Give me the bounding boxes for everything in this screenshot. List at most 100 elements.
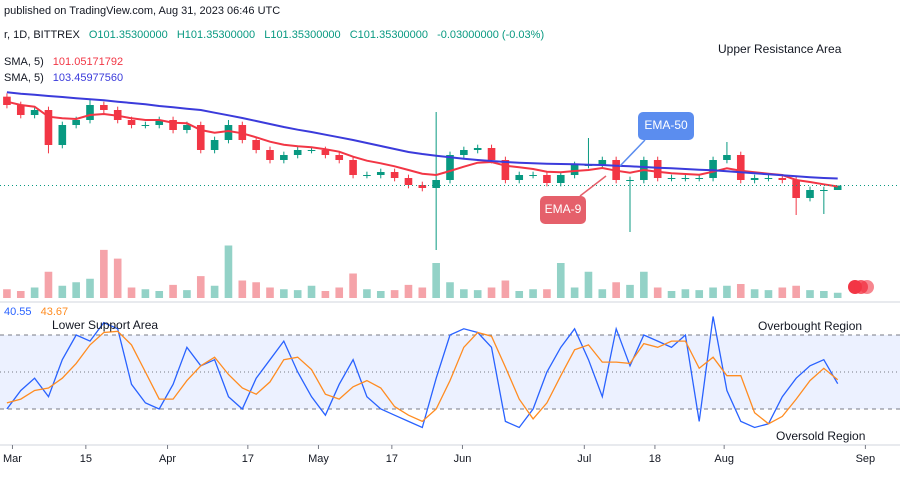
- candle-body: [792, 180, 800, 198]
- candle-body: [155, 120, 164, 125]
- candle-body: [266, 150, 274, 160]
- legend-value: 101.05171792: [52, 56, 124, 68]
- candle-body: [293, 150, 302, 155]
- volume-bar: [653, 287, 662, 298]
- candle-body: [210, 140, 219, 150]
- volume-bar: [529, 289, 537, 298]
- volume-bar: [570, 287, 579, 298]
- legend-value: 40.55: [4, 306, 32, 318]
- x-tick-label: Mar: [3, 453, 22, 465]
- candle-body: [460, 150, 468, 155]
- volume-bar: [626, 284, 634, 298]
- candle-body: [723, 155, 731, 160]
- volume-bar: [307, 285, 316, 298]
- volume-bar: [390, 290, 399, 298]
- x-tick-label: 17: [242, 453, 254, 465]
- volume-bar: [778, 287, 787, 298]
- volume-bar: [210, 285, 219, 298]
- candle-body: [252, 140, 260, 150]
- volume-bar: [224, 245, 233, 298]
- volume-bar: [446, 282, 454, 298]
- volume-bar: [349, 273, 357, 298]
- indicator-icon: [848, 280, 874, 294]
- ohlc-legend: r, 1D, BITTREX O101.35300000 H101.353000…: [4, 29, 550, 41]
- annotation-pointer: [579, 175, 607, 197]
- volume-bar: [72, 282, 80, 298]
- candle-body: [127, 120, 136, 125]
- candle-body: [487, 148, 496, 160]
- volume-bar: [640, 271, 648, 298]
- oscillator-line: [6, 330, 839, 425]
- volume-bar: [750, 289, 759, 298]
- annotation: EMA-9: [545, 202, 582, 216]
- candle-body: [667, 178, 676, 179]
- candle-body: [100, 105, 108, 110]
- volume-bar: [709, 287, 717, 298]
- x-tick-label: May: [308, 453, 329, 465]
- volume-bar: [833, 292, 842, 298]
- candle-body: [529, 175, 537, 176]
- published: published on TradingView.com, Aug 31, 20…: [4, 5, 281, 17]
- ma-legend: SMA, 5) 103.45977560: [4, 72, 129, 84]
- ohlc-close: C101.35300000: [349, 29, 429, 41]
- candle-body: [349, 160, 357, 175]
- annotation: Overbought Region: [758, 319, 862, 333]
- volume-bar: [681, 289, 690, 298]
- volume-bar: [501, 280, 510, 298]
- volume-bar: [792, 285, 800, 298]
- candle-body: [44, 110, 53, 145]
- symbol: r, 1D, BITTREX: [4, 29, 80, 41]
- x-tick-label: Aug: [714, 453, 734, 465]
- volume-bar: [736, 284, 745, 298]
- volume-bar: [723, 285, 731, 298]
- legend-value: 103.45977560: [52, 72, 124, 84]
- legend-name: SMA, 5): [4, 56, 44, 68]
- volume-bar: [820, 291, 828, 298]
- x-tick-label: 15: [80, 453, 92, 465]
- candle-body: [432, 180, 440, 188]
- x-tick-label: Apr: [159, 453, 176, 465]
- volume-bar: [584, 271, 593, 298]
- candle-body: [750, 178, 759, 180]
- annotation: Oversold Region: [776, 429, 865, 443]
- candle-body: [820, 190, 828, 191]
- volume-bar: [667, 291, 676, 298]
- ma-legend: SMA, 5) 101.05171792: [4, 56, 129, 68]
- volume-bar: [238, 280, 247, 298]
- candle-body: [446, 155, 454, 180]
- candle-body: [224, 125, 233, 140]
- x-tick-label: Sep: [856, 453, 876, 465]
- ohlc-low: L101.35300000: [264, 29, 341, 41]
- ohlc-high: H101.35300000: [176, 29, 256, 41]
- volume-bar: [543, 289, 551, 298]
- candle-body: [280, 155, 288, 160]
- candle-body: [833, 185, 842, 190]
- header: published on TradingView.com, Aug 31, 20…: [4, 5, 286, 17]
- candle-body: [3, 96, 11, 105]
- volume-bar: [376, 291, 385, 298]
- volume-bar: [363, 289, 371, 298]
- volume-bar: [100, 249, 108, 298]
- volume-bar: [3, 289, 11, 298]
- volume-bar: [473, 290, 482, 298]
- volume-bar: [695, 290, 704, 298]
- candle-body: [543, 175, 551, 183]
- volume-bar: [321, 291, 330, 298]
- candle-body: [30, 110, 39, 115]
- candle-body: [778, 178, 787, 180]
- volume-bar: [141, 289, 150, 298]
- volume-bar: [612, 282, 620, 298]
- volume-bar: [196, 276, 205, 298]
- volume-bar: [58, 285, 67, 298]
- candle-body: [806, 190, 814, 198]
- candle-body: [335, 155, 344, 160]
- volume-bar: [404, 284, 413, 298]
- band: [0, 334, 900, 410]
- legend-value: 43.67: [40, 306, 69, 318]
- candle-body: [404, 178, 413, 185]
- candle-body: [709, 160, 717, 178]
- x-tick-label: 18: [649, 453, 661, 465]
- candle-body: [321, 150, 330, 155]
